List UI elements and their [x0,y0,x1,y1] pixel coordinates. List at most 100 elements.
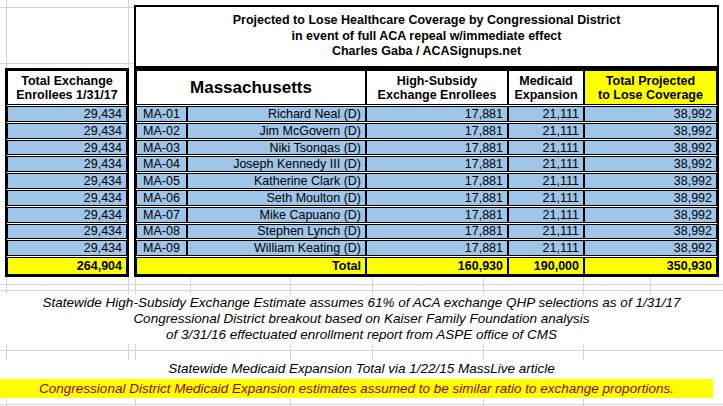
gridline [128,344,129,360]
gridline [583,399,584,406]
medicaid-cell[interactable]: 21,111 [508,224,584,240]
gridline [6,0,7,68]
gridline [6,399,7,406]
exchange-enrollees-cell[interactable]: 29,434 [7,106,127,122]
gridline [290,344,291,360]
representative-cell[interactable]: William Keating (D) [187,240,366,256]
note-medicaid-ratio-highlight: Congressional District Medicaid Expansio… [0,379,713,398]
high-subsidy-cell[interactable]: 17,881 [366,224,508,240]
medicaid-cell[interactable]: 21,111 [508,190,584,206]
gridline [583,344,584,360]
high-subsidy-cell[interactable]: 17,881 [366,156,508,172]
total-coverage-cell[interactable]: 38,992 [584,156,717,172]
exchange-enrollees-table: Total Exchange Enrollees 1/31/17 29,434 … [5,68,129,277]
district-code-cell[interactable]: MA-07 [136,207,187,223]
total-coverage-cell[interactable]: 38,992 [584,240,717,256]
total-coverage-cell[interactable]: 38,992 [584,190,717,206]
total-coverage-cell[interactable]: 38,992 [584,123,717,139]
exchange-enrollees-cell[interactable]: 29,434 [7,224,127,240]
medicaid-cell[interactable]: 21,111 [508,140,584,156]
representative-cell[interactable]: Joseph Kennedy III (D) [187,156,366,172]
representative-cell[interactable]: Mike Capuano (D) [187,207,366,223]
exchange-enrollees-header-line1: Total Exchange [21,74,112,88]
exchange-enrollees-cell[interactable]: 29,434 [7,156,127,172]
gridline [0,7,134,8]
medicaid-cell[interactable]: 21,111 [508,240,584,256]
medicaid-cell[interactable]: 21,111 [508,207,584,223]
medicaid-cell[interactable]: 21,111 [508,156,584,172]
gridline [290,399,291,406]
representative-cell[interactable]: Seth Moulton (D) [187,190,366,206]
total-coverage-cell[interactable]: 38,992 [584,207,717,223]
high-subsidy-cell[interactable]: 17,881 [366,173,508,189]
representative-cell[interactable]: Richard Neal (D) [187,106,366,122]
total-high-subsidy-cell[interactable]: 160,930 [366,257,508,275]
gridline [0,290,723,291]
medicaid-cell[interactable]: 21,111 [508,123,584,139]
exchange-enrollees-cell[interactable]: 29,434 [7,123,127,139]
high-subsidy-cell[interactable]: 17,881 [366,240,508,256]
gridline [0,284,723,285]
total-coverage-grand-cell[interactable]: 350,930 [584,257,717,275]
gridline [650,277,651,294]
medicaid-cell[interactable]: 21,111 [508,173,584,189]
exchange-enrollees-total-cell[interactable]: 264,904 [7,257,127,275]
medicaid-header-line2: Expansion [514,88,577,102]
representative-cell[interactable]: Katherine Clark (D) [187,173,366,189]
gridline [372,344,373,360]
district-code-cell[interactable]: MA-08 [136,224,187,240]
gridline [135,399,136,406]
title-line-2: in event of full ACA repeal w/immediate … [136,29,717,45]
high-subsidy-cell[interactable]: 17,881 [366,140,508,156]
exchange-enrollees-cell[interactable]: 29,434 [7,207,127,223]
exchange-enrollees-cell[interactable]: 29,434 [7,173,127,189]
exchange-enrollees-cell[interactable]: 29,434 [7,140,127,156]
total-coverage-cell[interactable]: 38,992 [584,140,717,156]
district-code-cell[interactable]: MA-09 [136,240,187,256]
district-code-cell[interactable]: MA-05 [136,173,187,189]
high-subsidy-header-line1: High-Subsidy [397,74,478,88]
high-subsidy-cell[interactable]: 17,881 [366,123,508,139]
district-table: Massachusetts High-Subsidy Exchange Enro… [134,68,719,277]
total-projected-header-line2: to Lose Coverage [598,88,703,102]
exchange-enrollees-cell[interactable]: 29,434 [7,240,127,256]
total-coverage-cell[interactable]: 38,992 [584,224,717,240]
medicaid-header[interactable]: Medicaid Expansion [508,70,584,105]
district-code-cell[interactable]: MA-04 [136,156,187,172]
total-row-label[interactable]: Total [136,257,366,275]
gridline [128,0,129,68]
high-subsidy-header[interactable]: High-Subsidy Exchange Enrollees [366,70,508,105]
table-title-box: Projected to Lose Healthcare Coverage by… [134,5,719,68]
gridline [290,277,291,294]
exchange-enrollees-header-line2: Enrollees 1/31/17 [16,88,117,102]
gridline [135,344,136,360]
spreadsheet-canvas: Projected to Lose Healthcare Coverage by… [0,0,723,406]
high-subsidy-cell[interactable]: 17,881 [366,106,508,122]
exchange-enrollees-header[interactable]: Total Exchange Enrollees 1/31/17 [7,70,127,105]
state-header[interactable]: Massachusetts [136,70,366,105]
high-subsidy-header-line2: Exchange Enrollees [378,88,497,102]
note-enrollment-report: of 3/31/16 effectuated enrollment report… [0,327,723,343]
representative-cell[interactable]: Stephen Lynch (D) [187,224,366,240]
gridline [483,277,484,294]
note-district-breakout: Congressional District breakout based on… [0,311,723,327]
high-subsidy-cell[interactable]: 17,881 [366,190,508,206]
total-medicaid-cell[interactable]: 190,000 [508,257,584,275]
district-code-cell[interactable]: MA-01 [136,106,187,122]
representative-cell[interactable]: Niki Tsongas (D) [187,140,366,156]
total-coverage-cell[interactable]: 38,992 [584,173,717,189]
district-code-cell[interactable]: MA-02 [136,123,187,139]
representative-cell[interactable]: Jim McGovern (D) [187,123,366,139]
gridline [0,63,134,64]
total-projected-header[interactable]: Total Projected to Lose Coverage [584,70,717,105]
district-code-cell[interactable]: MA-03 [136,140,187,156]
exchange-enrollees-cell[interactable]: 29,434 [7,190,127,206]
note-medicaid-total: Statewide Medicaid Expansion Total via 1… [0,361,723,377]
high-subsidy-cell[interactable]: 17,881 [366,207,508,223]
gridline [135,277,136,294]
gridline [372,277,373,294]
district-code-cell[interactable]: MA-06 [136,190,187,206]
total-coverage-cell[interactable]: 38,992 [584,106,717,122]
gridline [6,344,7,360]
medicaid-cell[interactable]: 21,111 [508,106,584,122]
